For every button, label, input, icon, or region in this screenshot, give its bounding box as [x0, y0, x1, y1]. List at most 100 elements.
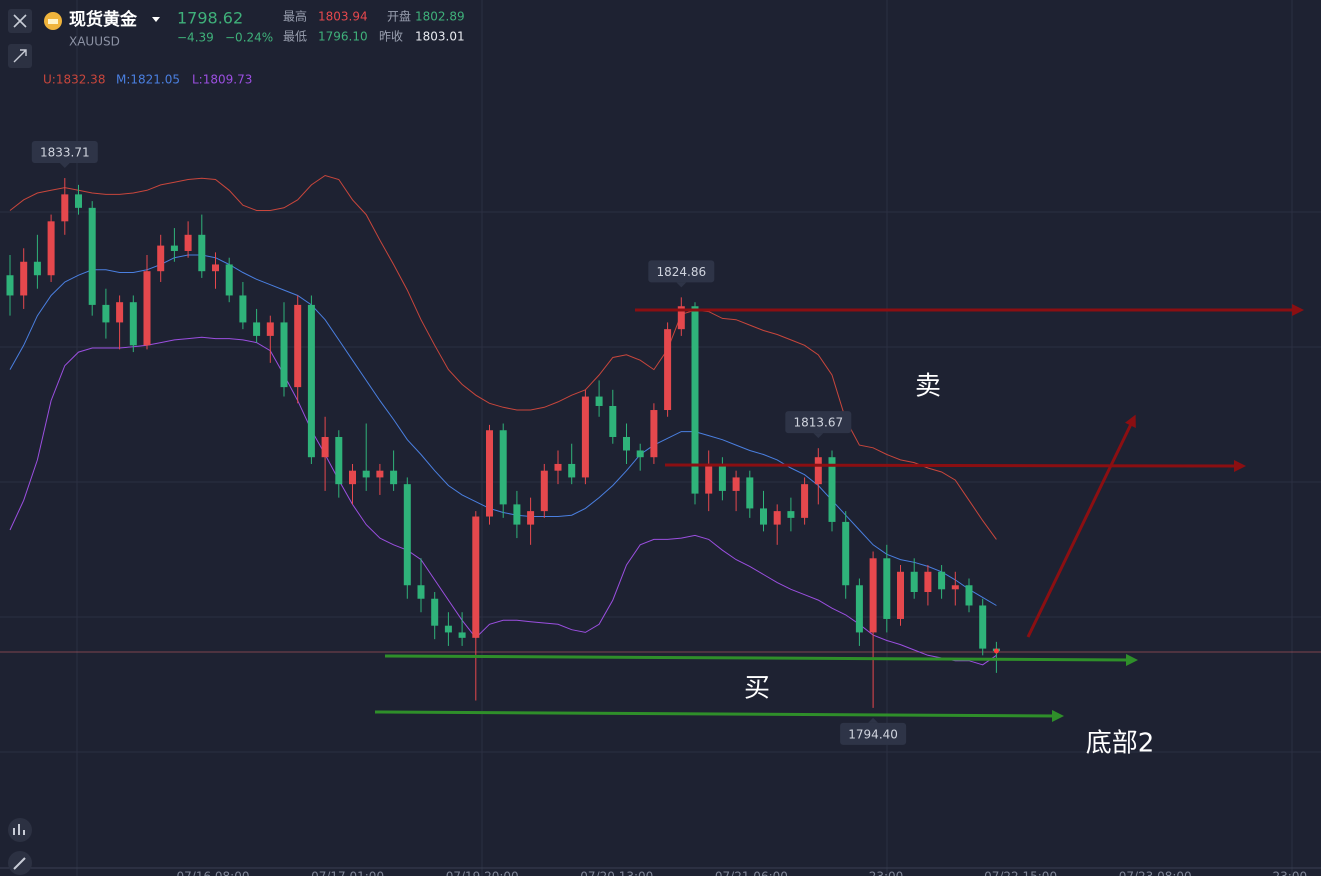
candle-body: [6, 275, 14, 296]
stat-label: 最低: [283, 30, 307, 44]
candle-body: [595, 396, 603, 406]
x-tick-label: 07/17 01:00: [311, 870, 384, 876]
candle-body: [664, 329, 672, 411]
candle-body: [444, 625, 452, 633]
candle-body: [979, 605, 987, 649]
candle-body: [965, 585, 973, 606]
candle-body: [897, 571, 904, 619]
x-tick-label: 07/21 06:00: [715, 870, 788, 876]
change: −4.39: [177, 31, 214, 45]
stat-value: 1803.01: [415, 30, 465, 44]
candle-body: [390, 470, 398, 485]
gold-icon-bar: [48, 19, 58, 24]
candle-body: [883, 558, 891, 619]
x-tick-label: 07/22 15:00: [984, 870, 1057, 876]
price-label: 1794.40: [848, 727, 898, 741]
price-label: 1824.86: [656, 265, 706, 279]
candle-body: [88, 207, 96, 305]
price-label-pointer: [813, 433, 824, 439]
candle-body: [828, 457, 836, 522]
stat-value: 1803.94: [318, 10, 368, 24]
candle-body: [486, 430, 493, 517]
annotation: 卖: [915, 372, 941, 402]
current-price-dot: [993, 648, 999, 654]
price-label: 1813.67: [793, 416, 843, 430]
candle-body: [499, 430, 507, 505]
x-tick-label: 07/16 08:00: [177, 870, 250, 876]
draw-icon: [13, 857, 26, 870]
header: 现货黄金 XAUUSD 1798.62 −4.39 −0.24% 最高 1803…: [8, 9, 465, 87]
trend-arrow: [1026, 414, 1136, 638]
candle-body: [951, 585, 959, 590]
candle-body: [321, 436, 329, 458]
price-label-pointer: [868, 717, 879, 723]
x-tick-label: 07/20 13:00: [580, 870, 653, 876]
candle-body: [814, 457, 822, 485]
stat-value: 1796.10: [318, 30, 368, 44]
legend-upper: U:1832.38: [43, 73, 105, 87]
plot: 1833.71 1824.86 1813.67 1794.40: [6, 141, 1000, 745]
candle-body: [61, 194, 69, 222]
candle-body: [417, 585, 425, 599]
dropdown-icon[interactable]: [152, 17, 160, 22]
side-tools: [8, 818, 32, 875]
band-line: [9, 174, 997, 540]
legend-middle: M:1821.05: [116, 73, 180, 87]
candle-body: [129, 302, 137, 346]
candle-body: [198, 234, 206, 272]
candle-body: [623, 436, 630, 451]
band-line: [9, 336, 997, 666]
candle-body: [650, 410, 658, 458]
price-label-pointer: [676, 282, 687, 288]
candle-body: [294, 304, 302, 388]
candle-body: [458, 632, 466, 638]
candle-body: [842, 521, 850, 586]
candle-body: [335, 436, 343, 485]
price-label-box: [31, 141, 98, 164]
candle-body: [239, 295, 247, 323]
price-label-box: [648, 260, 715, 283]
indicator-icon: [13, 824, 25, 835]
candle-body: [33, 261, 41, 276]
candle-body: [362, 470, 370, 478]
candle-body: [554, 463, 562, 471]
candle-body: [431, 598, 439, 626]
change-percent: −0.24%: [225, 31, 273, 45]
candle-body: [143, 271, 151, 346]
candle-body: [910, 571, 918, 592]
candle-body: [677, 306, 685, 330]
candle-body: [376, 470, 384, 478]
candle-body: [760, 508, 767, 525]
candle-body: [746, 477, 754, 509]
price-label-pointer: [59, 163, 70, 169]
candle-body: [540, 470, 548, 512]
candle-body: [773, 511, 781, 525]
sell-line: [664, 459, 1246, 472]
price-label: 1833.71: [40, 146, 90, 160]
candle-body: [472, 516, 480, 638]
candle-body: [705, 463, 713, 494]
candle-body: [732, 477, 740, 491]
stat-label: 昨收: [379, 30, 403, 44]
candle-body: [527, 511, 535, 525]
stat-value: 1802.89: [415, 10, 465, 24]
candle-body: [307, 304, 315, 458]
price-label-box: [840, 722, 907, 745]
symbol: XAUUSD: [69, 35, 120, 49]
tool-icon: [13, 49, 27, 63]
buy-line: [384, 653, 1138, 666]
candle-body: [513, 504, 521, 525]
candle-body: [75, 194, 82, 208]
candle-body: [349, 470, 356, 485]
stat-label: 最高: [283, 9, 307, 24]
candle-body: [787, 511, 795, 518]
candle-body: [855, 585, 863, 633]
candle-body: [212, 264, 219, 272]
candle-body: [47, 221, 55, 276]
instrument-name: 现货黄金: [69, 9, 138, 30]
x-tick-label: 07/19 20:00: [446, 870, 519, 876]
annotations: 卖 买 底部2: [744, 372, 1154, 759]
candle-body: [718, 463, 726, 491]
price: 1798.62: [177, 9, 243, 28]
